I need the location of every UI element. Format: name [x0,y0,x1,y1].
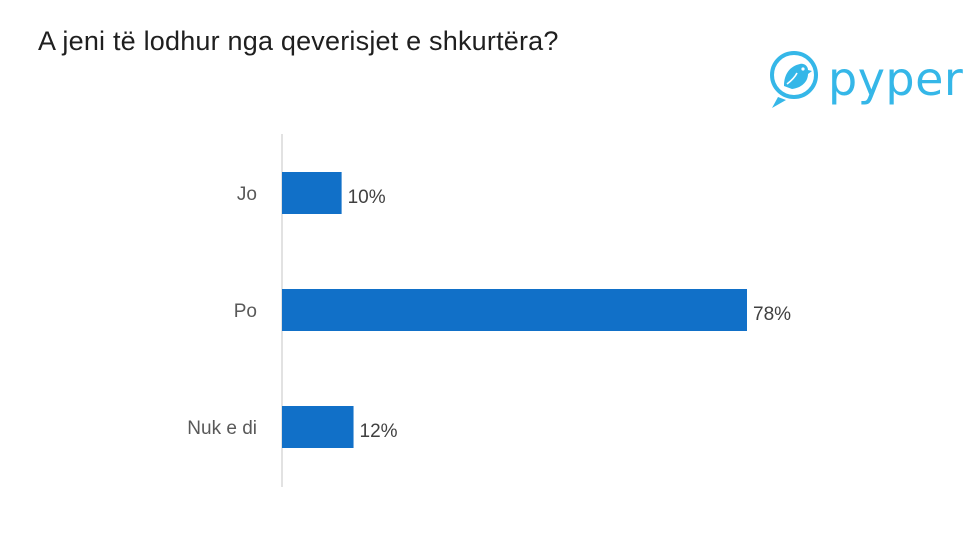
value-label-nuk-e-di: 12% [360,421,398,442]
category-label-jo: Jo [237,184,257,205]
category-label-nuk-e-di: Nuk e di [187,418,257,439]
bar-po [282,289,747,331]
logo-text: pyper [828,52,964,106]
bar-jo [282,172,342,214]
value-label-po: 78% [753,304,791,325]
chart-title: A jeni të lodhur nga qeverisjet e shkurt… [38,26,559,56]
category-label-po: Po [234,301,257,322]
value-label-jo: 10% [348,187,386,208]
bar-nuk-e-di [282,406,354,448]
pyper-logo: pyper [768,48,963,110]
bird-icon [770,51,818,108]
